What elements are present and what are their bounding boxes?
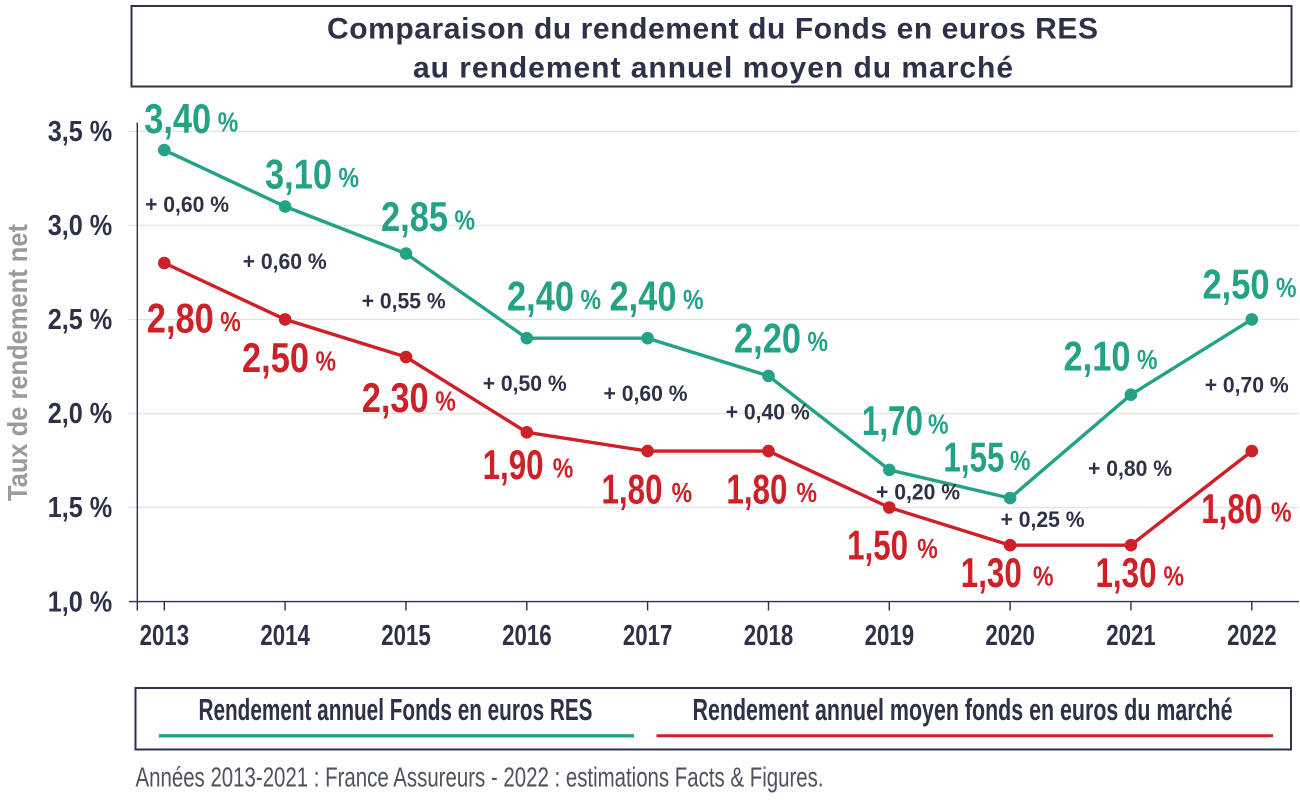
svg-text:1,30: 1,30 (1096, 549, 1157, 596)
svg-text:+ 0,50 %: + 0,50 % (483, 371, 567, 396)
svg-text:%: % (581, 284, 602, 315)
svg-text:%: % (797, 477, 818, 508)
svg-text:2,5 %: 2,5 % (48, 304, 113, 336)
svg-text:Rendement annuel Fonds en euro: Rendement annuel Fonds en euros RES (199, 692, 593, 727)
svg-text:Années 2013-2021 : France Assu: Années 2013-2021 : France Assureurs - 20… (136, 762, 824, 793)
svg-text:+ 0,40 %: + 0,40 % (726, 400, 810, 425)
svg-text:%: % (808, 326, 829, 357)
svg-text:%: % (1010, 445, 1031, 476)
svg-text:1,5 %: 1,5 % (48, 492, 113, 524)
svg-text:+ 0,60 %: + 0,60 % (604, 381, 688, 406)
svg-text:2,80: 2,80 (147, 295, 214, 342)
svg-text:2,30: 2,30 (362, 374, 429, 421)
svg-text:2014: 2014 (260, 620, 310, 652)
svg-text:1,30: 1,30 (961, 549, 1022, 596)
svg-text:1,55: 1,55 (943, 434, 1004, 481)
svg-text:%: % (220, 306, 241, 337)
svg-text:1,50: 1,50 (847, 522, 908, 569)
svg-text:1,70: 1,70 (862, 397, 923, 444)
svg-text:2,10: 2,10 (1064, 332, 1131, 379)
svg-text:au rendement annuel moyen du m: au rendement annuel moyen du marché (413, 52, 1013, 85)
svg-text:2,0 %: 2,0 % (48, 398, 113, 430)
svg-text:%: % (435, 386, 456, 417)
svg-text:+ 0,60 %: + 0,60 % (243, 249, 327, 274)
svg-text:1,80: 1,80 (726, 466, 787, 513)
svg-text:+ 0,20 %: + 0,20 % (876, 479, 960, 504)
svg-text:2022: 2022 (1227, 620, 1277, 652)
svg-text:%: % (218, 107, 239, 138)
svg-text:%: % (1164, 561, 1185, 592)
svg-text:1,80: 1,80 (1201, 485, 1262, 532)
svg-text:Taux de rendement net: Taux de rendement net (2, 224, 33, 501)
svg-text:%: % (1033, 561, 1054, 592)
svg-text:2,85: 2,85 (381, 193, 448, 240)
svg-text:1,90: 1,90 (483, 441, 544, 488)
svg-text:2018: 2018 (744, 620, 794, 652)
svg-text:+ 0,55 %: + 0,55 % (362, 288, 446, 313)
svg-text:2019: 2019 (865, 620, 915, 652)
svg-text:%: % (683, 284, 704, 315)
svg-text:2,40: 2,40 (507, 272, 574, 319)
svg-text:+ 0,25 %: + 0,25 % (1001, 507, 1085, 532)
svg-text:+ 0,80 %: + 0,80 % (1088, 456, 1172, 481)
svg-text:%: % (316, 346, 337, 377)
svg-text:Comparaison du rendement du Fo: Comparaison du rendement du Fonds en eur… (327, 13, 1098, 46)
svg-text:3,5 %: 3,5 % (48, 116, 113, 148)
svg-text:3,40: 3,40 (144, 95, 211, 142)
svg-text:%: % (917, 533, 938, 564)
svg-text:2020: 2020 (985, 620, 1035, 652)
svg-text:%: % (455, 205, 476, 236)
svg-text:2017: 2017 (623, 620, 673, 652)
svg-text:2015: 2015 (381, 620, 431, 652)
svg-text:%: % (672, 477, 693, 508)
svg-text:1,0 %: 1,0 % (48, 586, 113, 618)
svg-text:2,50: 2,50 (1203, 261, 1270, 308)
svg-text:2016: 2016 (502, 620, 551, 652)
svg-text:+ 0,60 %: + 0,60 % (145, 192, 229, 217)
svg-text:2021: 2021 (1106, 620, 1156, 652)
svg-text:2013: 2013 (140, 620, 190, 652)
svg-text:%: % (553, 453, 574, 484)
svg-text:%: % (1137, 344, 1158, 375)
svg-text:%: % (1271, 497, 1292, 528)
svg-text:%: % (1276, 272, 1297, 303)
svg-text:2,50: 2,50 (242, 334, 309, 381)
svg-text:+ 0,70 %: + 0,70 % (1205, 373, 1289, 398)
svg-text:%: % (339, 162, 360, 193)
svg-text:Rendement annuel moyen fonds e: Rendement annuel moyen fonds en euros du… (693, 692, 1233, 727)
svg-text:3,10: 3,10 (265, 151, 332, 198)
svg-text:2,40: 2,40 (610, 272, 677, 319)
svg-text:2,20: 2,20 (734, 314, 801, 361)
svg-text:3,0 %: 3,0 % (48, 210, 113, 242)
svg-text:1,80: 1,80 (602, 466, 663, 513)
svg-text:%: % (928, 409, 949, 440)
